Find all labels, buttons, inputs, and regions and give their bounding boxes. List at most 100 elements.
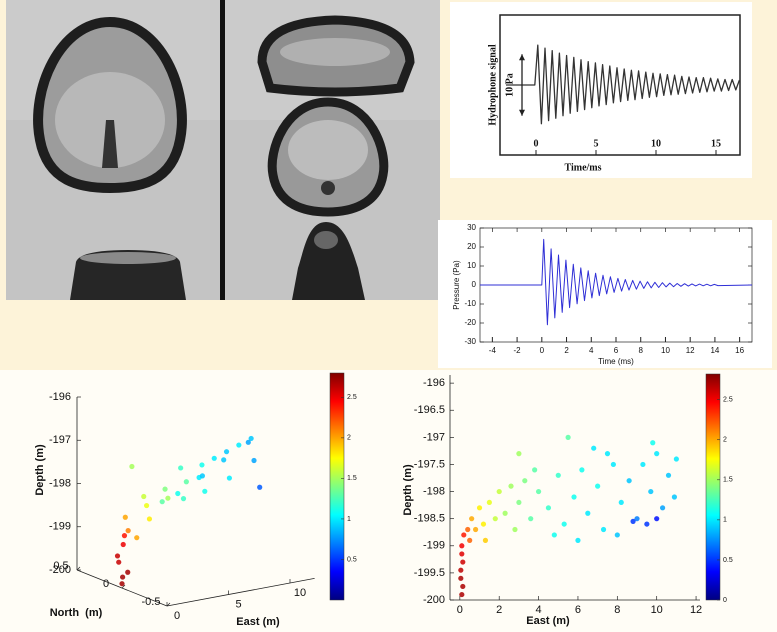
point [120,574,126,580]
point [555,472,561,478]
x-tick-label: 0 [457,604,463,616]
colorbar-tick-label: 1.5 [347,475,357,482]
colorbar [329,372,345,601]
pedestal-right [292,222,365,300]
point [459,551,465,557]
point [245,439,251,445]
colorbar-tick-label: 0 [723,597,727,604]
point [175,490,181,497]
z-tick-label: -200 [49,564,71,576]
point [469,516,475,522]
point [221,457,227,463]
point [459,591,465,598]
point [532,467,538,473]
point [146,516,153,522]
point [648,488,654,495]
x-tick-label: 6 [575,604,581,616]
y-axis-label: Pressure (Pa) [452,260,461,310]
point [211,455,217,461]
x-tick-label: 12 [690,604,702,616]
point [465,526,471,533]
point [575,537,581,543]
y-tick-label: -197.5 [414,458,445,470]
point [162,486,168,492]
point [134,535,140,541]
point [480,521,487,527]
point [183,479,189,485]
plot-frame [499,14,741,156]
point [122,514,128,520]
x-tick-label: 5 [594,138,599,149]
point [610,461,616,468]
colorbar-tick-label: 1.5 [723,477,733,484]
point [516,451,522,457]
point [236,442,242,448]
point [571,494,577,500]
y-tick-label: -198 [423,485,445,497]
point [604,451,611,457]
point [251,457,257,464]
y-tick-label: -0.5 [142,596,161,608]
pressure-panel [438,220,772,368]
point [165,495,171,501]
colorbar-tick-label: 0.5 [347,556,357,563]
z-axis-label: Depth (m) [34,444,46,496]
y-tick-label: -10 [464,299,476,308]
point [476,505,483,511]
drop-right-jet [321,181,335,195]
y-tick-label: -196.5 [414,404,445,416]
colorbar-tick-label: 1 [347,516,351,523]
point [116,559,122,565]
point [223,449,230,455]
x-tick-label: 2 [496,604,502,616]
point [202,488,208,494]
point [654,451,660,457]
y-tick-label: 20 [467,242,476,251]
x-tick-label: 10 [651,138,661,149]
y-tick-label: -200 [423,594,445,606]
point [659,505,666,511]
point [141,493,147,500]
point [579,467,585,473]
x-tick-label: 10 [651,604,663,616]
point [595,483,601,489]
point [121,533,128,539]
point [482,537,489,543]
point [496,488,502,495]
bubble-photo [6,0,440,300]
point [248,435,254,442]
point [665,472,672,478]
x-tick-label: 4 [589,346,594,355]
z-tick-label: -197 [49,434,71,446]
point [257,484,263,490]
y-tick-label: -199 [423,540,445,552]
colorbar-tick-label: 2.5 [723,396,733,403]
point [180,496,187,502]
point [226,475,232,481]
point [458,575,464,581]
point [551,532,557,538]
y-tick [121,584,126,589]
y-tick-label: 10 [467,261,476,270]
x-tick-label: 10 [661,346,670,355]
x-tick-label: 8 [614,604,620,616]
point [178,465,184,471]
x-tick-label: -4 [489,346,497,355]
point [199,473,205,479]
z-tick-label: -198 [49,477,71,489]
lens-highlight [280,38,390,66]
point [640,461,646,468]
point [114,553,121,559]
y-tick-label: -20 [464,318,476,327]
y-tick-label: -199.5 [414,567,445,579]
y-axis-label: Depth (m) [402,464,414,516]
colorbar-tick-label: 2 [723,437,727,444]
point [654,516,660,522]
point [460,559,466,565]
point [528,516,534,522]
point [467,537,473,543]
point [508,483,514,489]
x-tick-label: 12 [686,346,695,355]
point [591,445,597,451]
